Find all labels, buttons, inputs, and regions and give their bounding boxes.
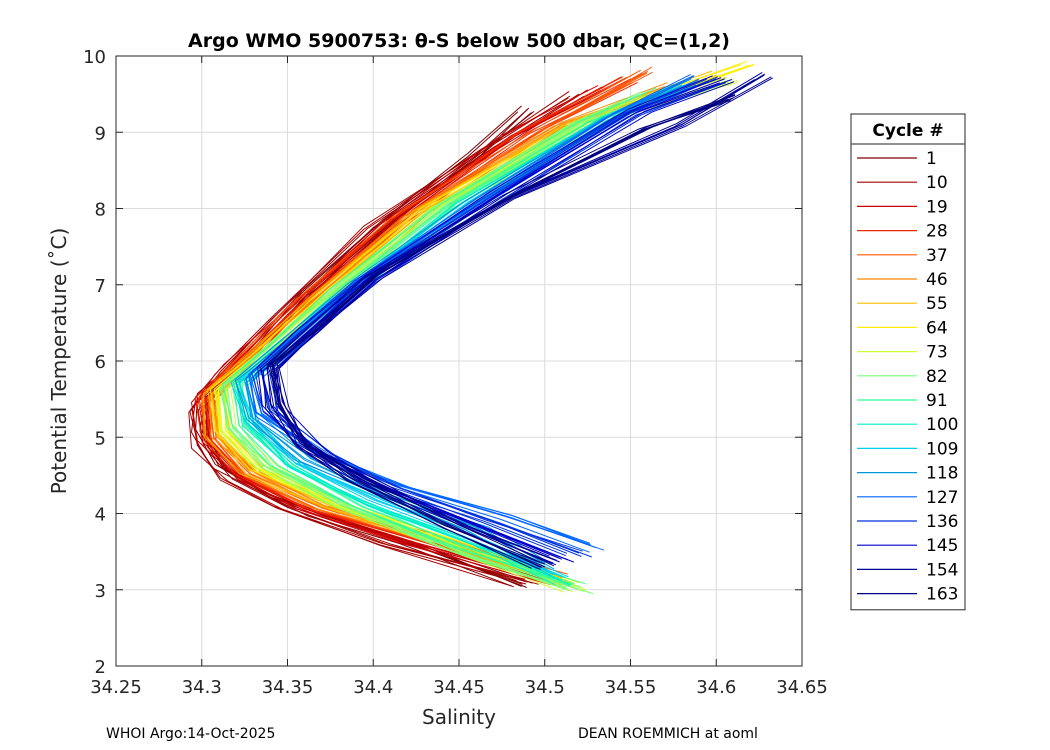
y-tick-label: 5 [95, 428, 106, 449]
series-line-variant [262, 82, 720, 564]
legend-label: 127 [926, 488, 958, 508]
series-layer [188, 60, 773, 595]
y-tick-label: 4 [95, 505, 106, 526]
legend-entry: 163 [857, 585, 958, 605]
legend-entry: 19 [857, 197, 948, 217]
series-line-variant [260, 78, 756, 568]
legend-box [850, 113, 966, 611]
series-line-variant [277, 79, 732, 561]
legend-label: 10 [926, 173, 948, 193]
series-line-variant [255, 80, 709, 557]
legend-label: 163 [926, 585, 958, 605]
series-line-variant [203, 79, 707, 586]
legend-entry: 55 [857, 294, 948, 314]
legend-label: 91 [926, 391, 948, 411]
y-tick-label: 8 [95, 200, 106, 221]
x-tick-label: 34.3 [182, 677, 222, 698]
legend-entry: 127 [857, 488, 958, 508]
chart-title: Argo WMO 5900753: θ-S below 500 dbar, QC… [188, 30, 730, 52]
legend-label: 1 [926, 149, 937, 169]
x-tick-label: 34.4 [353, 677, 393, 698]
series-cycle-163 [266, 94, 736, 570]
legend-label: 145 [926, 536, 958, 556]
series-line-variant [189, 95, 571, 585]
legend-label: 136 [926, 512, 958, 532]
legend-label: 154 [926, 560, 958, 580]
legend-entry: 1 [857, 149, 937, 169]
series-line-variant [266, 98, 728, 569]
legend-label: 73 [926, 343, 948, 363]
legend-label: 28 [926, 222, 948, 242]
series-line-variant [222, 87, 657, 584]
legend-label: 55 [926, 294, 948, 314]
series-line-variant [198, 76, 624, 578]
legend-label: 37 [926, 246, 948, 266]
y-axis-label: Potential Temperature (˚C) [47, 228, 71, 495]
legend-label: 19 [926, 197, 948, 217]
legend-entry: 28 [857, 222, 948, 242]
footer-right-credit: DEAN ROEMMICH at aoml [578, 726, 758, 742]
x-tick-label: 34.35 [262, 677, 314, 698]
x-tick-label: 34.45 [433, 677, 485, 698]
legend: Cycle # 1 10 19 28 37 46 55 64 73 82 91 100 109 118 127… [850, 113, 966, 611]
series-line-variant [269, 97, 734, 568]
series-line-variant [248, 73, 691, 544]
x-tick-label: 34.55 [605, 677, 657, 698]
legend-entry: 37 [857, 246, 948, 266]
axis-ticks: 34.25 34.3 34.35 34.4 34.45 34.5 34.55 34.6 34.6… [83, 47, 828, 698]
series-line-variant [201, 69, 642, 578]
series-line-variant [202, 89, 660, 582]
x-axis-label: Salinity [422, 705, 496, 729]
legend-entry: 73 [857, 343, 948, 363]
series-line-variant [278, 77, 773, 567]
legend-entry: 100 [857, 415, 958, 435]
legend-entry: 145 [857, 536, 958, 556]
series-line-variant [275, 76, 772, 566]
series-line-variant [273, 81, 735, 563]
grid-lines [115, 55, 803, 667]
x-tick-label: 34.65 [776, 677, 828, 698]
y-tick-label: 2 [95, 657, 106, 678]
legend-label: 100 [926, 415, 958, 435]
series-line-variant [217, 81, 729, 593]
legend-entry: 46 [857, 270, 948, 290]
legend-title: Cycle # [872, 121, 943, 141]
legend-entry: 82 [857, 367, 948, 387]
legend-label: 118 [926, 464, 958, 484]
legend-label: 46 [926, 270, 948, 290]
series-line-variant [219, 94, 639, 592]
y-tick-label: 9 [95, 123, 106, 144]
y-tick-label: 7 [95, 276, 106, 297]
legend-label: 82 [926, 367, 948, 387]
legend-entry: 118 [857, 464, 958, 484]
x-tick-label: 34.6 [696, 677, 736, 698]
legend-entry: 91 [857, 391, 948, 411]
x-tick-label: 34.5 [525, 677, 565, 698]
x-tick-label: 34.25 [90, 677, 142, 698]
series-line-variant [276, 94, 736, 565]
legend-entry: 10 [857, 173, 948, 193]
series-line [227, 93, 648, 591]
legend-entry: 136 [857, 512, 958, 532]
y-tick-label: 10 [83, 47, 106, 68]
legend-entry: 109 [857, 439, 958, 459]
legend-entry: 64 [857, 318, 948, 338]
series-line-variant [230, 79, 738, 591]
y-tick-label: 3 [95, 581, 106, 602]
legend-label: 109 [926, 439, 958, 459]
footer-left-credit: WHOI Argo:14-Oct-2025 [106, 726, 276, 742]
legend-entry: 154 [857, 560, 958, 580]
series-line-variant [196, 86, 603, 582]
legend-label: 64 [926, 318, 948, 338]
series-line-variant [221, 91, 643, 588]
series-line-variant [233, 88, 670, 585]
y-tick-label: 6 [95, 352, 106, 373]
series-line-variant [191, 85, 599, 581]
